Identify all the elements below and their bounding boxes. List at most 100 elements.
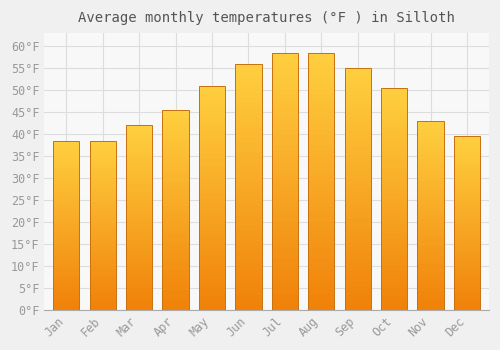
Bar [162, 258, 188, 262]
Bar [381, 208, 407, 212]
Bar [454, 206, 480, 209]
Bar [454, 195, 480, 199]
Bar [236, 246, 262, 251]
Bar [90, 191, 116, 195]
Bar [344, 146, 371, 150]
Bar [418, 242, 444, 246]
Bar [454, 258, 480, 261]
Bar [199, 144, 225, 148]
Bar [418, 280, 444, 283]
Bar [90, 161, 116, 164]
Bar [418, 162, 444, 166]
Bar [199, 292, 225, 296]
Bar [344, 141, 371, 146]
Bar [272, 130, 298, 135]
Bar [381, 212, 407, 217]
Bar [53, 259, 80, 262]
Bar [90, 242, 116, 245]
Bar [344, 131, 371, 136]
Bar [272, 140, 298, 145]
Bar [308, 202, 334, 207]
Bar [344, 117, 371, 121]
Bar [308, 135, 334, 140]
Bar [126, 247, 152, 251]
Bar [418, 230, 444, 234]
Bar [236, 172, 262, 177]
Bar [308, 197, 334, 202]
Bar [199, 189, 225, 193]
Bar [126, 269, 152, 273]
Bar [236, 271, 262, 275]
Bar [162, 278, 188, 282]
Bar [90, 218, 116, 222]
Bar [236, 167, 262, 172]
Bar [126, 155, 152, 159]
Bar [308, 264, 334, 269]
Bar [53, 252, 80, 256]
Bar [344, 286, 371, 290]
Bar [272, 150, 298, 156]
Bar [454, 272, 480, 275]
Bar [162, 234, 188, 238]
Bar [308, 74, 334, 79]
Bar [308, 63, 334, 68]
Bar [90, 175, 116, 178]
Bar [162, 178, 188, 182]
Bar [90, 215, 116, 218]
Bar [126, 144, 152, 147]
Bar [308, 269, 334, 274]
Bar [236, 152, 262, 158]
Bar [199, 180, 225, 184]
Bar [418, 200, 444, 204]
Bar [126, 147, 152, 151]
Bar [308, 68, 334, 74]
Bar [162, 194, 188, 198]
Bar [344, 242, 371, 247]
Bar [418, 295, 444, 299]
Bar [236, 187, 262, 192]
Bar [344, 237, 371, 242]
Bar [53, 262, 80, 266]
Bar [90, 178, 116, 181]
Bar [90, 181, 116, 185]
Bar [344, 102, 371, 107]
Bar [308, 130, 334, 135]
Bar [272, 120, 298, 125]
Bar [53, 154, 80, 158]
Bar [344, 261, 371, 266]
Bar [199, 247, 225, 252]
Bar [272, 238, 298, 243]
Bar [454, 240, 480, 244]
Bar [162, 274, 188, 278]
Bar [236, 290, 262, 295]
Bar [454, 202, 480, 206]
Bar [126, 225, 152, 229]
Bar [308, 171, 334, 176]
Bar [454, 296, 480, 299]
Bar [53, 185, 80, 188]
Bar [418, 299, 444, 302]
Bar [272, 125, 298, 130]
Bar [53, 293, 80, 296]
Bar [381, 203, 407, 208]
Bar [90, 306, 116, 310]
Bar [90, 141, 116, 144]
Bar [53, 239, 80, 242]
Bar [53, 303, 80, 306]
Bar [454, 178, 480, 181]
Bar [162, 202, 188, 206]
Bar [381, 124, 407, 128]
Bar [126, 262, 152, 266]
Bar [199, 243, 225, 247]
Bar [126, 280, 152, 284]
Bar [236, 231, 262, 236]
Bar [199, 265, 225, 270]
Bar [53, 191, 80, 195]
Bar [308, 120, 334, 125]
Bar [308, 258, 334, 264]
Bar [162, 170, 188, 174]
Bar [126, 251, 152, 254]
Bar [162, 158, 188, 162]
Bar [344, 78, 371, 83]
Bar [308, 284, 334, 289]
